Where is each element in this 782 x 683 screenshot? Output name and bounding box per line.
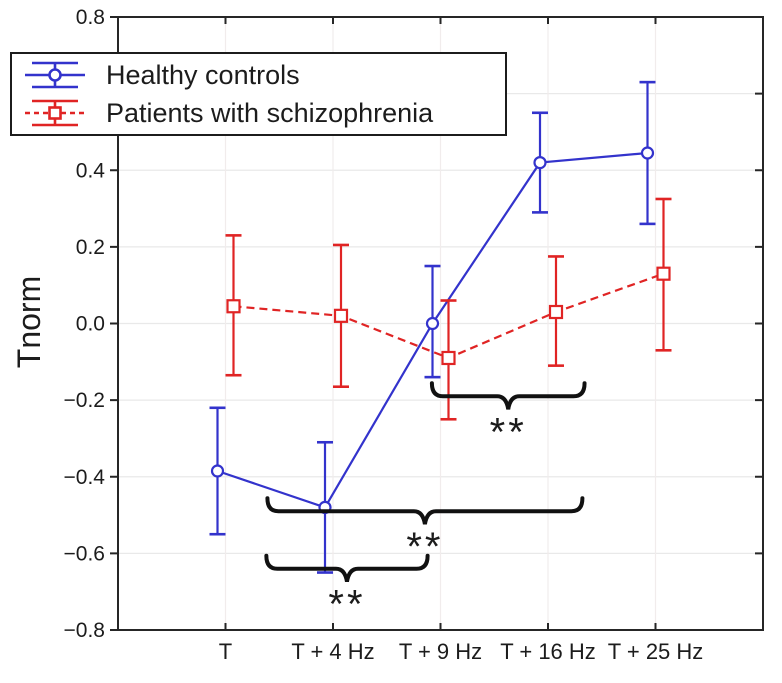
legend-item-patients-schizophrenia: Patients with schizophrenia	[24, 94, 499, 132]
data-point-square	[548, 304, 564, 320]
data-point-square	[656, 266, 671, 281]
data-point-square	[226, 299, 241, 314]
data-point-circle	[640, 146, 655, 160]
significance-bracket	[265, 496, 585, 525]
legend-label-healthy-controls: Healthy controls	[106, 59, 300, 90]
y-tick-label: −0.8	[64, 619, 105, 642]
significance-label: **	[490, 410, 527, 454]
y-axis-tick-labels: 0.80.60.40.20.0−0.2−0.4−0.6−0.8	[64, 6, 106, 642]
x-tick-label: T + 16 Hz	[500, 639, 596, 664]
significance-bracket	[264, 553, 430, 583]
significance-label: **	[328, 583, 365, 627]
significance-label: **	[406, 525, 443, 569]
series-healthy-controls	[209, 80, 656, 574]
y-tick-label: 0.0	[76, 313, 105, 336]
y-tick-label: −0.6	[64, 542, 105, 565]
y-tick-label: −0.4	[64, 466, 106, 489]
x-tick-label: T	[219, 639, 232, 664]
x-axis-tick-labels: T T + 4 Hz T + 9 Hz T + 16 Hz T + 25 Hz	[219, 639, 704, 664]
axis-ticks	[110, 16, 763, 631]
y-tick-label: 0.8	[76, 6, 105, 29]
y-tick-label: 0.4	[76, 159, 106, 182]
x-tick-label: T + 4 Hz	[291, 639, 374, 664]
legend: Healthy controls Patients with schizophr…	[10, 52, 507, 136]
data-point-circle	[533, 155, 547, 170]
y-tick-label: 0.2	[76, 236, 105, 259]
y-tick-label: −0.2	[64, 389, 105, 412]
errorbar-circle-marker-icon	[25, 61, 85, 89]
errorbar-square-marker-icon	[25, 99, 85, 127]
data-point-circle	[425, 316, 440, 331]
data-point-square	[333, 308, 349, 323]
legend-label-patients-schizophrenia: Patients with schizophrenia	[106, 97, 434, 128]
significance-bracket	[429, 381, 587, 410]
legend-item-healthy-controls: Healthy controls	[24, 56, 499, 94]
x-tick-label: T + 25 Hz	[608, 639, 704, 664]
gridlines	[118, 17, 763, 630]
x-tick-label: T + 9 Hz	[399, 639, 482, 664]
series-patients-schizophrenia	[225, 197, 672, 421]
data-point-square	[441, 350, 456, 366]
data-point-circle	[210, 464, 225, 478]
y-axis-label: Tnorm	[11, 276, 47, 368]
